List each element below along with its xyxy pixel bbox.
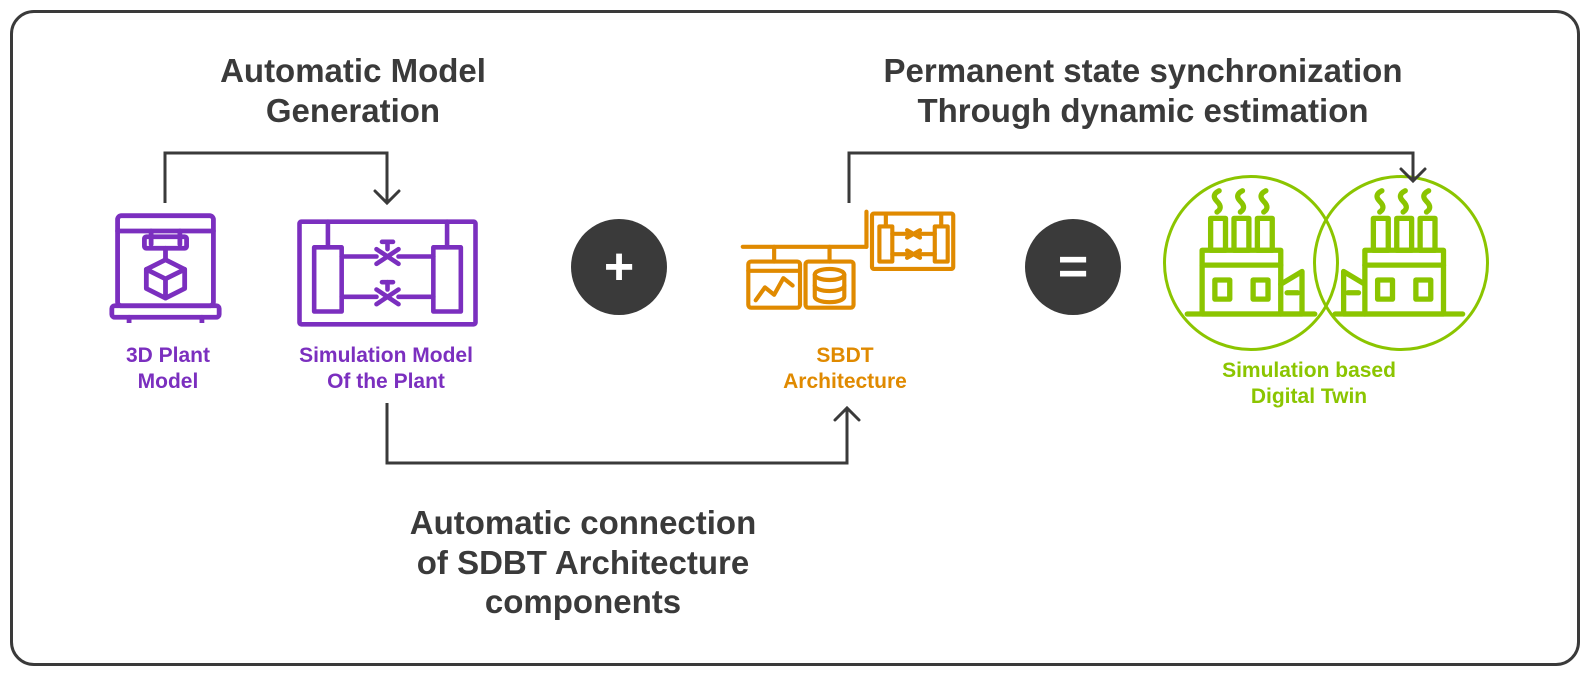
heading-auto-model-gen: Automatic ModelGeneration [173, 51, 533, 130]
digital-twin-label: Simulation based Digital Twin [1189, 358, 1429, 411]
plant-3d-model-label: 3D Plant Model [83, 343, 253, 396]
simulation-model-icon [295, 218, 480, 328]
text: Model [138, 370, 199, 393]
arrow-auto-connection [367, 383, 867, 483]
plus-symbol: + [604, 237, 634, 297]
equals-operator-icon: = [1025, 219, 1121, 315]
text: Digital Twin [1251, 385, 1367, 408]
arrow-state-sync [829, 133, 1433, 223]
diagram-frame: Automatic ModelGeneration Permanent stat… [10, 10, 1580, 666]
text: Simulation Model [299, 344, 473, 367]
plus-operator-icon: + [571, 219, 667, 315]
text: 3D Plant [126, 344, 210, 367]
text: SBDT [816, 344, 873, 367]
equals-symbol: = [1058, 237, 1088, 297]
sbdt-architecture-icon [733, 208, 963, 328]
arrow-model-gen [145, 133, 407, 223]
plant-3d-model-icon [108, 208, 223, 323]
heading-auto-connection: Automatic connectionof SDBT Architecture… [383, 503, 783, 622]
heading-state-sync: Permanent state synchronizationThrough d… [823, 51, 1463, 130]
text: Simulation based [1222, 359, 1396, 382]
